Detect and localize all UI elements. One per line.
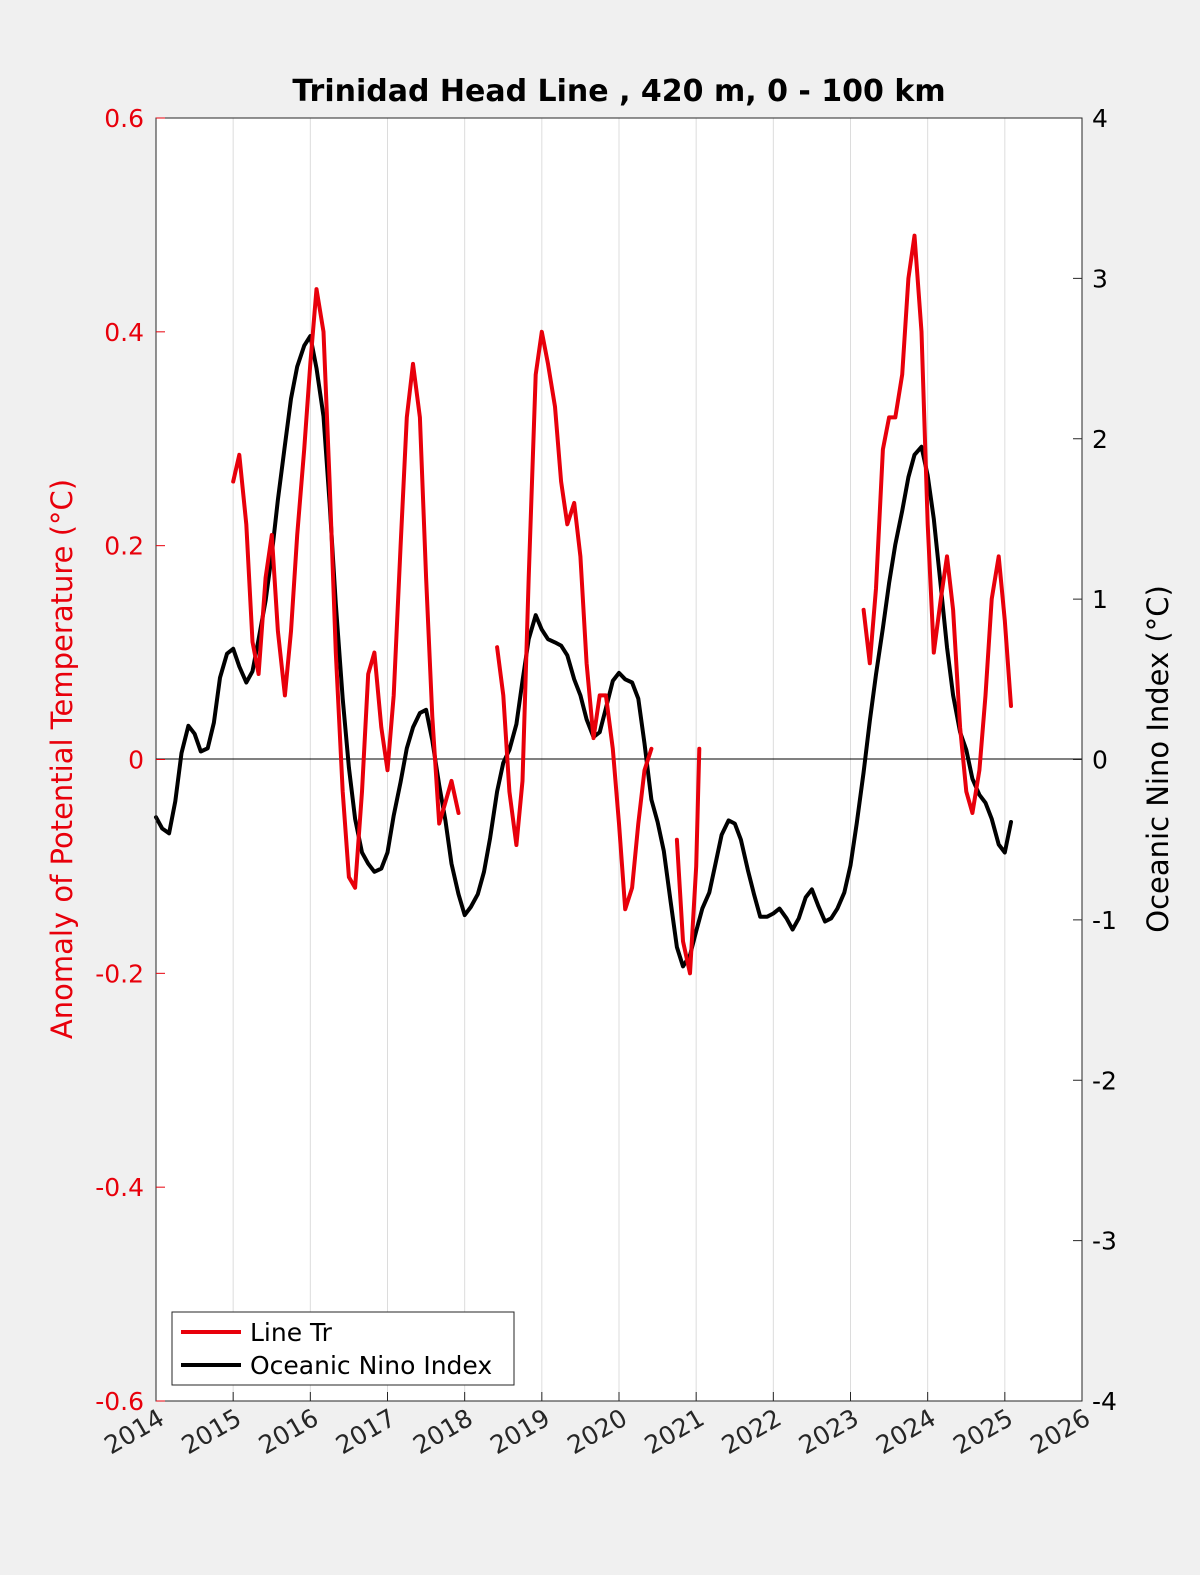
y-right-tick-label: 0 [1092, 746, 1108, 775]
legend-label-oni: Oceanic Nino Index [250, 1351, 492, 1380]
y-right-tick-label: -4 [1092, 1387, 1117, 1416]
y-axis-right-label: Oceanic Nino Index (°C) [1141, 585, 1175, 933]
y-axis-right: -4 -3 -2 -1 0 1 2 3 4 [1073, 104, 1117, 1416]
y-left-tick-label: -0.6 [95, 1387, 144, 1416]
legend: Line Tr Oceanic Nino Index [171, 1311, 515, 1386]
series-line-line-tr [495, 329, 654, 912]
series-line-line-tr [674, 746, 702, 976]
y-left-tick-label: 0 [128, 746, 144, 775]
y-right-tick-label: 3 [1092, 264, 1108, 293]
legend-box [171, 1311, 515, 1386]
series-layer [154, 233, 1013, 976]
y-right-tick-label: 1 [1092, 585, 1108, 614]
y-left-tick-label: 0.4 [104, 318, 144, 347]
y-right-tick-label: 4 [1092, 104, 1108, 133]
series-line-line-tr [231, 287, 461, 890]
y-right-tick-label: 2 [1092, 425, 1108, 454]
legend-label-line-tr: Line Tr [250, 1318, 333, 1347]
chart-title: Trinidad Head Line , 420 m, 0 - 100 km [292, 74, 945, 109]
y-left-tick-label: -0.2 [95, 959, 144, 988]
y-axis-left: -0.6 -0.4 -0.2 0 0.2 0.4 0.6 [95, 104, 165, 1416]
y-right-tick-label: -3 [1092, 1227, 1117, 1256]
y-right-tick-label: -1 [1092, 906, 1117, 935]
series-line-oni [154, 334, 1013, 969]
y-left-tick-label: -0.4 [95, 1173, 144, 1202]
y-right-tick-label: -2 [1092, 1066, 1117, 1095]
series-line-line-tr [861, 233, 1013, 815]
y-left-tick-label: 0.6 [104, 104, 144, 133]
y-axis-left-label: Anomaly of Potential Temperature (°C) [45, 479, 79, 1039]
y-left-tick-label: 0.2 [104, 532, 144, 561]
